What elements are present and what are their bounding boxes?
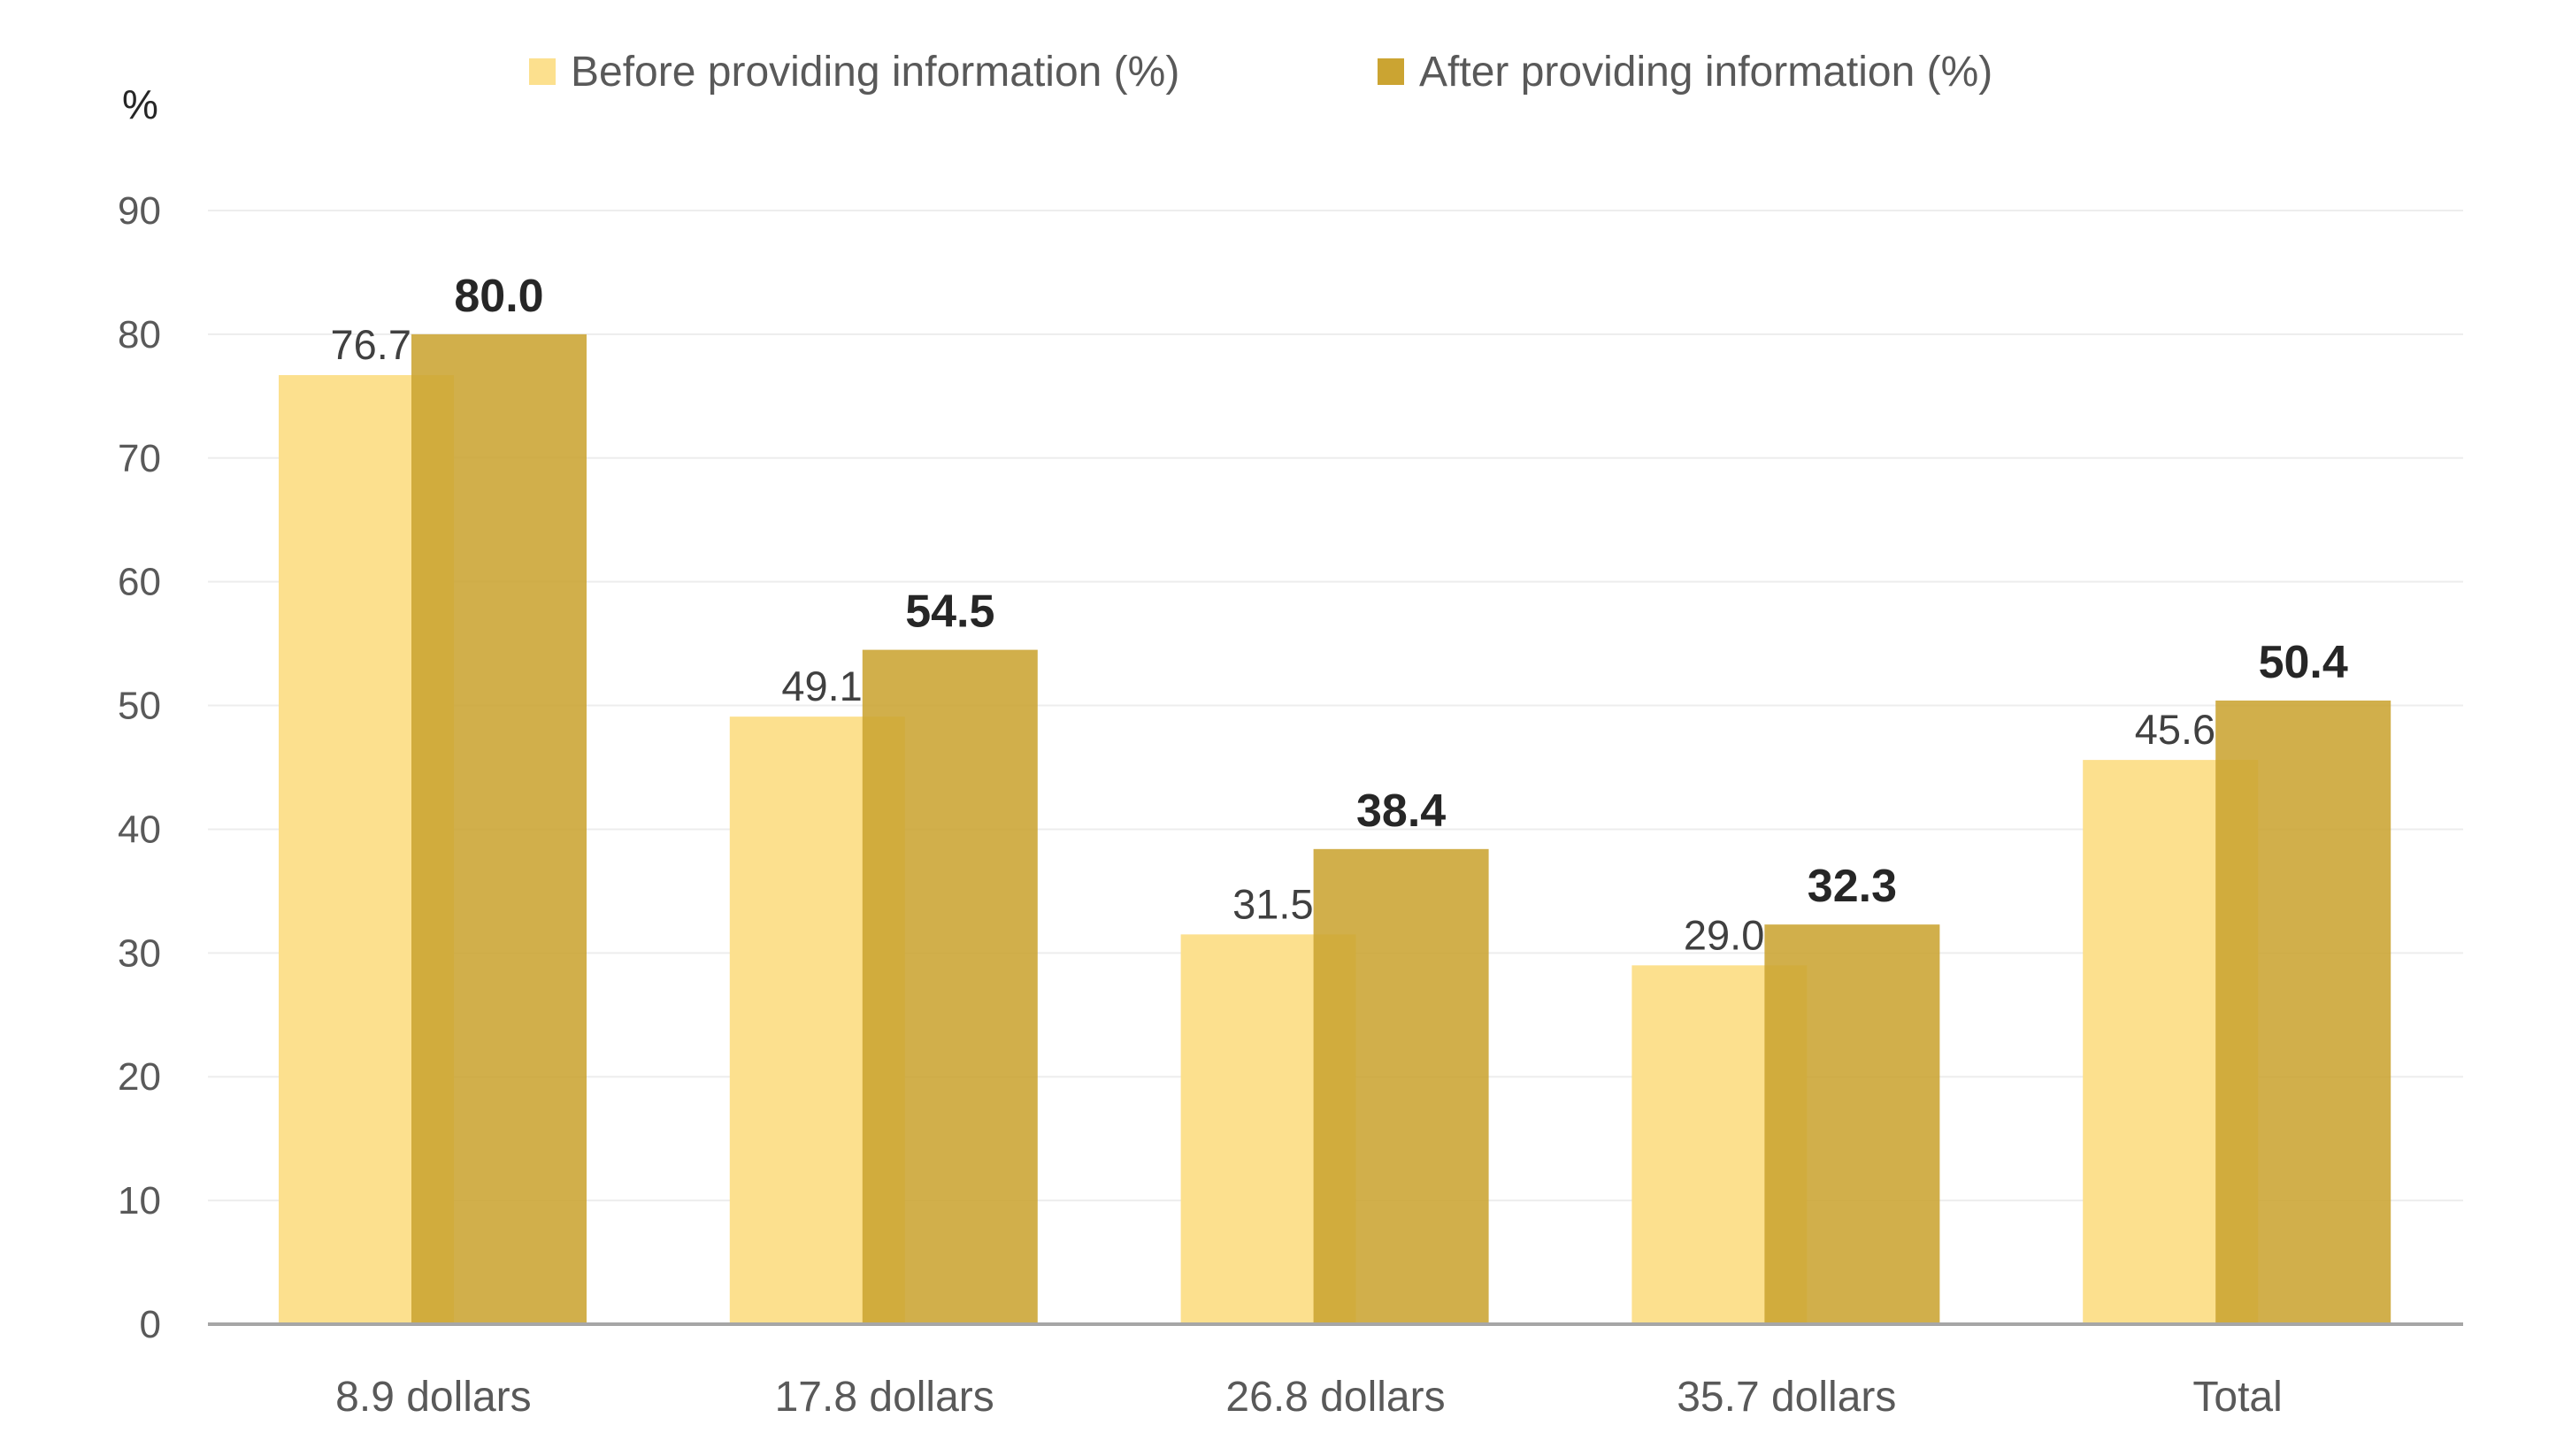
legend: Before providing information (%) After p…	[529, 49, 1992, 96]
data-labels: 76.7 80.0 49.1 54.5 31.5 38.4 29.0 32.3 45.6 50.4	[331, 271, 2348, 958]
bars	[279, 333, 2391, 1324]
bar-after	[411, 333, 587, 1324]
data-label-before: 29.0	[1684, 911, 1764, 958]
x-category-label: Total	[2192, 1374, 2282, 1421]
x-category-label: 17.8 dollars	[775, 1374, 994, 1421]
legend-label-before: Before providing information (%)	[571, 49, 1179, 96]
data-label-after: 50.4	[2259, 637, 2348, 688]
y-tick-label: 20	[118, 1055, 161, 1099]
x-axis-labels: 8.9 dollars 17.8 dollars 26.8 dollars 35.7 …	[335, 1374, 2283, 1421]
y-tick-label: 40	[118, 808, 161, 851]
y-axis-ticks: 0 10 20 30 40 50 60 70 80 90	[118, 189, 161, 1346]
legend-swatch-before	[529, 58, 556, 85]
x-category-label: 35.7 dollars	[1677, 1374, 1896, 1421]
y-tick-label: 30	[118, 931, 161, 975]
y-tick-label: 80	[118, 313, 161, 356]
data-label-after: 54.5	[905, 586, 994, 638]
bar-after	[1313, 848, 1489, 1324]
y-tick-label: 0	[140, 1303, 161, 1346]
legend-label-after: After providing information (%)	[1419, 49, 1992, 96]
data-label-before: 31.5	[1232, 880, 1313, 927]
y-axis-unit-label: %	[122, 81, 158, 127]
data-label-after: 32.3	[1808, 861, 1897, 912]
data-label-before: 49.1	[781, 663, 862, 709]
data-label-after: 38.4	[1356, 785, 1446, 837]
bar-after	[862, 649, 1038, 1324]
bar-after	[2215, 700, 2391, 1324]
x-category-label: 8.9 dollars	[335, 1374, 531, 1421]
y-tick-label: 60	[118, 561, 161, 604]
data-label-before: 45.6	[2135, 706, 2215, 753]
y-tick-label: 90	[118, 189, 161, 233]
y-tick-label: 50	[118, 685, 161, 728]
data-label-after: 80.0	[454, 271, 543, 322]
legend-swatch-after	[1378, 58, 1404, 85]
bar-after	[1764, 924, 1940, 1324]
y-tick-label: 10	[118, 1179, 161, 1222]
y-tick-label: 70	[118, 437, 161, 480]
x-category-label: 26.8 dollars	[1225, 1374, 1445, 1421]
data-label-before: 76.7	[331, 321, 411, 368]
